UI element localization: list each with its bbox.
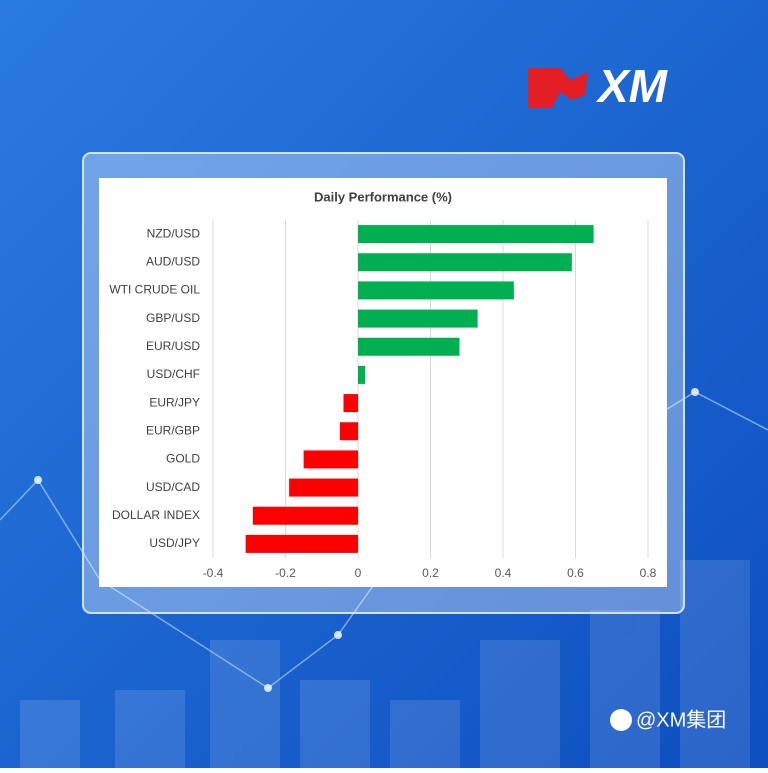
decor-dots [34,388,699,692]
bar [358,281,514,300]
y-tick-label: USD/CAD [146,480,200,494]
x-tick-label: 0.2 [422,566,439,580]
x-tick-label: 0.4 [495,566,512,580]
y-tick-label: AUD/USD [146,254,200,268]
y-tick-label: WTI CRUDE OIL [109,283,200,297]
y-tick-label: GOLD [166,452,200,466]
y-tick-label: USD/JPY [149,536,200,550]
bar [303,450,358,469]
bar [358,225,594,244]
bar [245,534,358,553]
x-tick-label: 0.8 [640,566,657,580]
bar [252,506,358,525]
logo-icon [528,68,588,108]
bar [358,309,478,328]
chart-area [99,178,667,587]
y-tick-label: NZD/USD [147,226,201,240]
y-tick-label: GBP/USD [146,311,200,325]
bar [343,394,358,413]
watermark-icon [610,709,632,731]
bar [339,422,358,441]
y-tick-label: USD/CHF [147,367,200,381]
y-tick-label: EUR/JPY [149,395,200,409]
bar [289,478,358,497]
x-tick-label: -0.4 [203,566,224,580]
logo-text: XM [595,60,669,112]
y-tick-label: EUR/USD [146,339,200,353]
y-tick-label: EUR/GBP [146,423,200,437]
chart-title: Daily Performance (%) [314,189,452,204]
y-tick-label: DOLLAR INDEX [112,508,200,522]
bar [358,337,460,356]
watermark: @XM集团 [636,708,726,731]
decor-bars [20,560,750,768]
bar [358,365,366,384]
x-tick-label: -0.2 [275,566,296,580]
x-tick-label: 0.6 [567,566,584,580]
x-tick-label: 0 [355,566,362,580]
bar [358,253,572,272]
